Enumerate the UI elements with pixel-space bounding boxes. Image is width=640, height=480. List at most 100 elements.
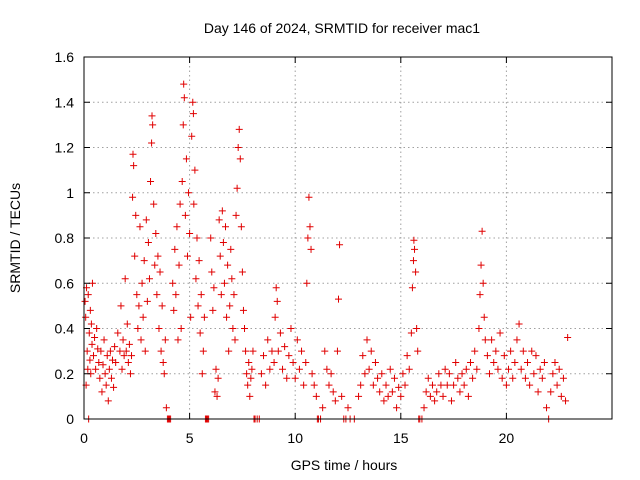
data-point xyxy=(414,347,422,355)
data-point xyxy=(274,347,282,355)
data-point xyxy=(100,336,108,344)
data-point xyxy=(129,150,137,158)
data-point xyxy=(302,358,310,366)
data-point xyxy=(155,325,163,332)
y-axis-label: SRMTID / TECUs xyxy=(7,183,23,293)
data-point xyxy=(540,358,548,366)
data-point xyxy=(236,155,244,163)
data-point xyxy=(106,347,114,355)
data-point xyxy=(235,125,243,133)
data-point xyxy=(562,397,570,405)
data-point xyxy=(331,397,339,405)
data-point xyxy=(298,347,306,355)
data-point xyxy=(185,189,193,197)
data-point xyxy=(264,336,272,344)
data-point xyxy=(321,347,329,355)
data-point xyxy=(136,223,144,231)
data-point xyxy=(382,381,390,389)
data-point xyxy=(102,381,110,389)
data-point xyxy=(498,374,506,382)
data-point xyxy=(262,381,270,389)
data-point xyxy=(132,211,140,219)
data-point xyxy=(209,306,217,314)
data-point xyxy=(193,234,201,242)
y-axis: 0 0.2 0.4 0.6 0.8 1 1.2 1.4 1.6 xyxy=(55,49,612,427)
data-point xyxy=(213,392,221,400)
data-point xyxy=(137,336,145,344)
data-point xyxy=(308,370,316,378)
data-point xyxy=(507,347,515,355)
data-point xyxy=(82,313,90,321)
data-point xyxy=(93,325,101,332)
data-point xyxy=(84,365,92,373)
data-point xyxy=(238,268,246,276)
data-point xyxy=(92,365,100,373)
data-point xyxy=(139,313,147,321)
data-point xyxy=(172,291,180,299)
data-point xyxy=(521,374,529,382)
data-point xyxy=(114,329,122,337)
data-point xyxy=(502,381,510,389)
data-point xyxy=(231,336,239,344)
data-point xyxy=(469,374,477,382)
data-point xyxy=(156,268,164,276)
data-point xyxy=(478,227,486,235)
data-point xyxy=(177,325,185,332)
data-point xyxy=(494,365,502,373)
data-point xyxy=(135,302,143,310)
data-point xyxy=(179,121,187,129)
data-point xyxy=(118,365,126,373)
data-point xyxy=(245,358,253,366)
data-point xyxy=(140,257,148,265)
data-point xyxy=(242,347,250,355)
data-point xyxy=(200,313,208,321)
data-point xyxy=(445,370,453,378)
data-point xyxy=(247,374,255,382)
data-point xyxy=(101,370,109,378)
data-point xyxy=(219,239,227,247)
data-point xyxy=(195,257,203,265)
data-point xyxy=(272,284,280,292)
data-point xyxy=(91,334,99,342)
data-point xyxy=(524,358,532,366)
y-tick-label: 0.4 xyxy=(55,321,75,337)
data-point xyxy=(224,261,232,269)
data-point xyxy=(194,302,202,310)
data-point xyxy=(120,352,128,360)
data-point xyxy=(454,374,462,382)
data-point xyxy=(175,261,183,269)
data-point xyxy=(207,234,215,242)
data-point xyxy=(323,365,331,373)
data-point xyxy=(150,200,158,208)
data-point xyxy=(147,177,155,185)
data-point xyxy=(271,313,279,321)
data-point xyxy=(173,223,181,231)
data-point xyxy=(496,329,504,337)
data-point xyxy=(197,291,205,299)
data-point xyxy=(488,336,496,344)
x-axis-label: GPS time / hours xyxy=(291,457,398,473)
data-point xyxy=(211,388,219,396)
data-point xyxy=(181,211,189,219)
data-point xyxy=(180,80,188,88)
data-point xyxy=(212,365,220,373)
data-point xyxy=(95,358,103,366)
data-point xyxy=(543,404,551,412)
data-point xyxy=(117,302,125,310)
chart-title: Day 146 of 2024, SRMTID for receiver mac… xyxy=(204,20,480,36)
data-point xyxy=(88,340,96,348)
data-point xyxy=(477,261,485,269)
data-point xyxy=(327,370,335,378)
data-point xyxy=(538,374,546,382)
data-point xyxy=(403,352,411,360)
data-point xyxy=(359,352,367,360)
data-point xyxy=(104,397,112,405)
data-point xyxy=(88,279,96,287)
data-point xyxy=(190,200,198,208)
data-point xyxy=(281,343,289,351)
data-point xyxy=(84,291,92,299)
data-point xyxy=(124,358,132,366)
data-point xyxy=(237,223,245,231)
data-point xyxy=(367,347,375,355)
data-point xyxy=(226,302,234,310)
